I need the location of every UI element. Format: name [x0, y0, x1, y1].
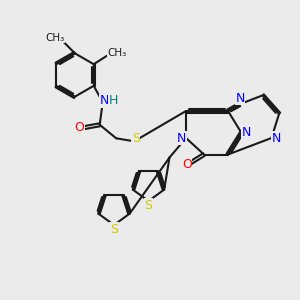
Text: CH₃: CH₃ — [107, 48, 126, 58]
Text: O: O — [182, 158, 192, 171]
Text: S: S — [145, 199, 152, 212]
Text: CH₃: CH₃ — [45, 33, 64, 43]
Text: H: H — [109, 94, 118, 107]
Text: S: S — [110, 223, 118, 236]
Text: N: N — [241, 126, 251, 140]
Text: O: O — [75, 121, 85, 134]
Text: N: N — [235, 92, 245, 105]
Text: S: S — [132, 132, 140, 146]
Text: N: N — [271, 131, 281, 145]
Text: N: N — [177, 131, 186, 145]
Text: N: N — [100, 94, 109, 107]
